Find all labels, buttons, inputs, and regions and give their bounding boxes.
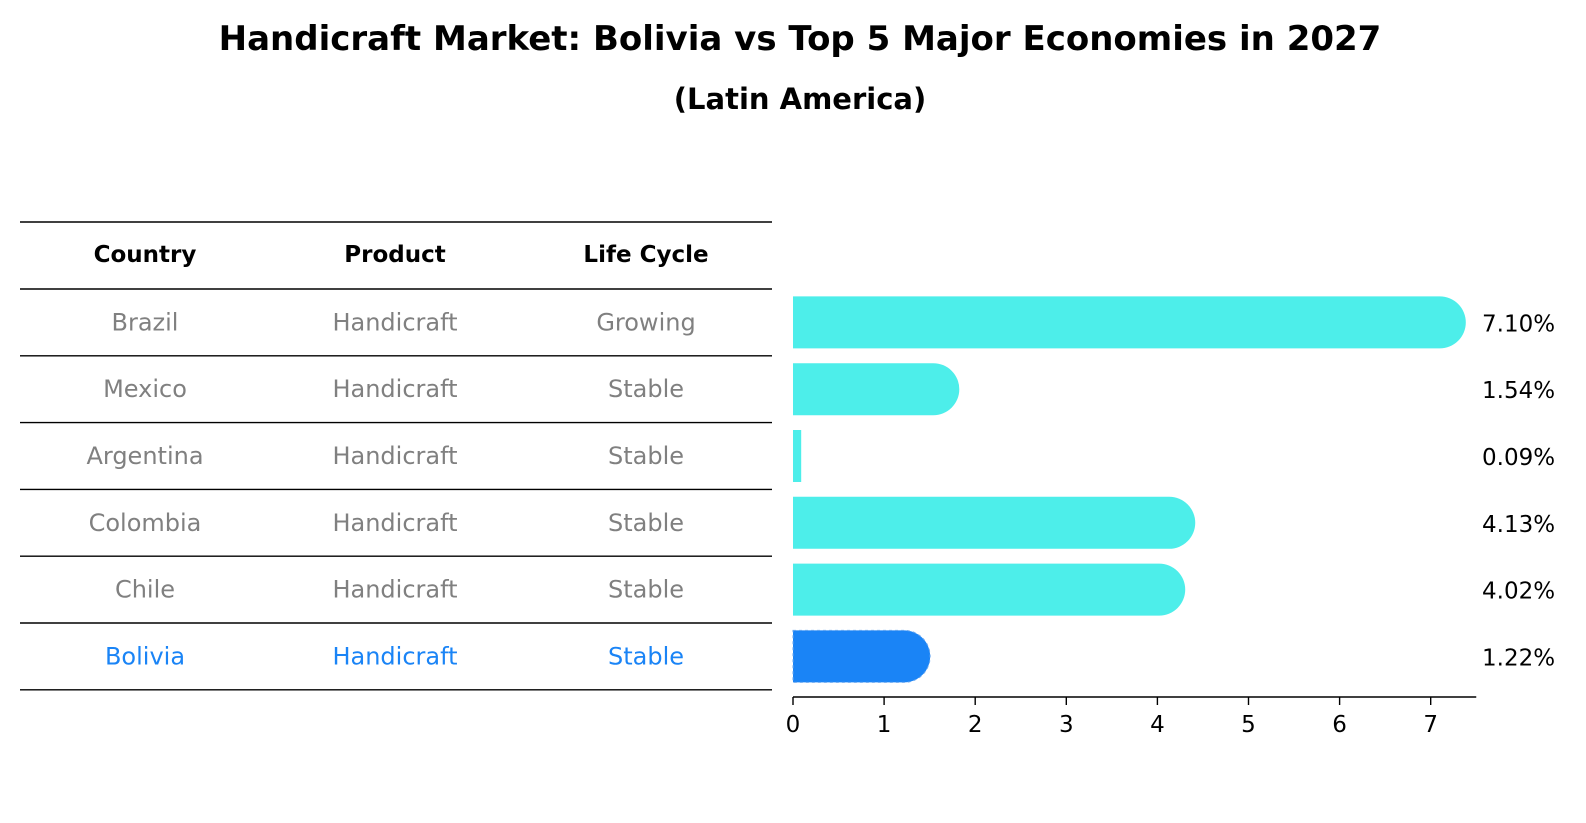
table-cell-product: Handicraft	[332, 509, 457, 537]
value-label: 1.54%	[1482, 378, 1555, 404]
table-cell-country: Bolivia	[105, 642, 185, 670]
table-cell-country: Colombia	[89, 509, 202, 537]
column-header-product: Product	[344, 242, 445, 268]
column-header-country: Country	[94, 242, 197, 268]
bar-mexico	[793, 363, 960, 416]
bar-brazil	[793, 296, 1466, 349]
column-header-life-cycle: Life Cycle	[583, 242, 708, 268]
table-cell-country: Brazil	[112, 308, 179, 336]
table-cell-life-cycle: Stable	[608, 509, 684, 537]
market-table: Country Product Life Cycle Brazil Handicr…	[20, 221, 772, 691]
table-cell-product: Handicraft	[332, 642, 457, 670]
value-label: 1.22%	[1482, 645, 1555, 671]
table-cell-product: Handicraft	[332, 576, 457, 604]
table-cell-product: Handicraft	[332, 442, 457, 470]
value-label: 4.02%	[1482, 579, 1555, 605]
bars-group: 7.10% 1.54% 0.09% 4.13% 4.02% 1.22%	[792, 296, 1555, 683]
bar-bolivia	[792, 629, 931, 683]
table-cell-country: Argentina	[86, 442, 203, 470]
x-tick-label: 1	[877, 712, 892, 738]
chart-title: Handicraft Market: Bolivia vs Top 5 Majo…	[219, 19, 1382, 59]
value-label: 7.10%	[1482, 311, 1555, 337]
value-label: 4.13%	[1482, 512, 1555, 538]
table-cell-life-cycle: Growing	[596, 308, 695, 336]
bar-argentina	[793, 430, 802, 482]
x-tick-label: 5	[1241, 712, 1256, 738]
table-cell-country: Chile	[115, 576, 175, 604]
x-tick-label: 6	[1332, 712, 1347, 738]
bar-colombia	[793, 496, 1196, 549]
x-tick-label: 3	[1059, 712, 1074, 738]
table-cell-life-cycle: Stable	[608, 576, 684, 604]
table-cell-life-cycle: Stable	[608, 442, 684, 470]
x-axis: 0 1 2 3 4 5 6 7	[786, 696, 1477, 738]
x-tick-label: 4	[1150, 712, 1165, 738]
bar-chile	[793, 563, 1186, 616]
value-label: 0.09%	[1482, 445, 1555, 471]
table-cell-life-cycle: Stable	[608, 642, 684, 670]
chart-subtitle: (Latin America)	[674, 82, 926, 116]
table-cell-life-cycle: Stable	[608, 375, 684, 403]
table-cell-country: Mexico	[103, 375, 187, 403]
x-tick-label: 2	[968, 712, 983, 738]
table-cell-product: Handicraft	[332, 308, 457, 336]
x-tick-label: 7	[1423, 712, 1438, 738]
table-cell-product: Handicraft	[332, 375, 457, 403]
x-tick-label: 0	[786, 712, 801, 738]
